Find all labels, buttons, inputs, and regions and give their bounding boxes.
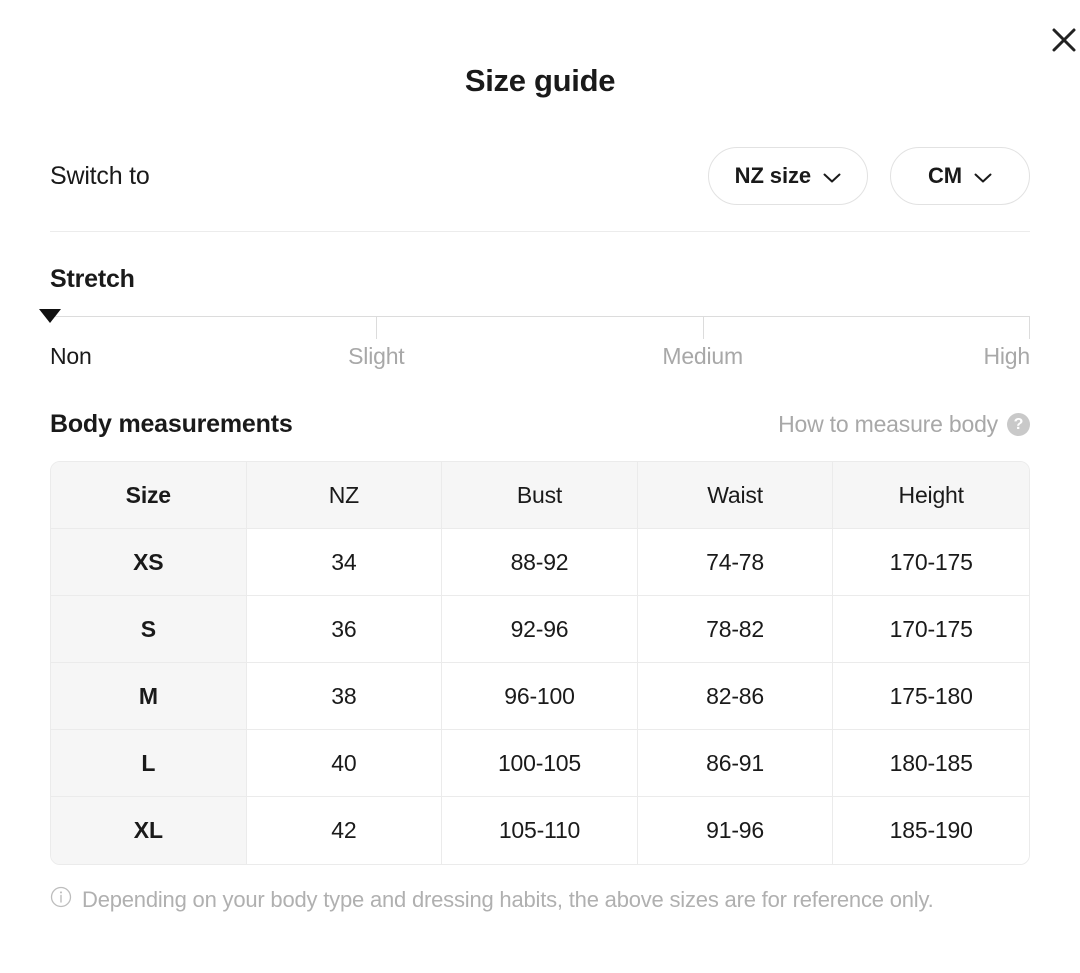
stretch-tick <box>376 317 378 339</box>
stretch-level-slight: Slight <box>348 343 405 369</box>
cell-nz: 34 <box>246 529 443 596</box>
stretch-scale[interactable]: Non Slight Medium High <box>39 309 1030 377</box>
cell-size: L <box>51 730 247 797</box>
size-table-wrapper: Size NZ Bust Waist Height XS 34 88-92 74… <box>50 461 1030 865</box>
cell-waist: 86-91 <box>637 730 834 797</box>
switch-to-label: Switch to <box>50 161 150 190</box>
stretch-labels: Non Slight Medium High <box>50 343 1030 377</box>
cell-waist: 74-78 <box>637 529 834 596</box>
disclaimer-note: Depending on your body type and dressing… <box>50 886 1030 913</box>
body-measurements-header: Body measurements How to measure body ? <box>50 410 1030 439</box>
cell-waist: 82-86 <box>637 663 834 730</box>
cell-size: XL <box>51 797 247 864</box>
cell-size: M <box>51 663 247 730</box>
stretch-title: Stretch <box>50 265 135 293</box>
cell-bust: 100-105 <box>442 730 638 797</box>
cell-height: 175-180 <box>833 663 1029 730</box>
size-system-dropdown[interactable]: NZ size <box>707 147 868 205</box>
column-header-height: Height <box>833 462 1029 529</box>
stretch-header: Stretch <box>50 265 1030 294</box>
stretch-track[interactable] <box>39 309 1030 339</box>
size-table: Size NZ Bust Waist Height XS 34 88-92 74… <box>50 461 1030 865</box>
chevron-down-icon <box>823 164 841 190</box>
divider <box>50 231 1030 232</box>
cell-waist: 78-82 <box>637 596 834 663</box>
cell-height: 180-185 <box>833 730 1029 797</box>
cell-bust: 96-100 <box>442 663 638 730</box>
cell-nz: 40 <box>246 730 443 797</box>
switch-row: Switch to NZ size CM <box>50 147 1030 205</box>
page-title: Size guide <box>464 63 616 98</box>
cell-height: 185-190 <box>833 797 1029 864</box>
help-question-icon[interactable]: ? <box>1007 413 1030 436</box>
table-header-row: Size NZ Bust Waist Height <box>51 462 1029 529</box>
cell-nz: 36 <box>246 596 443 663</box>
body-measurements-title: Body measurements <box>50 410 293 438</box>
stretch-tick <box>702 317 704 339</box>
cell-waist: 91-96 <box>637 797 834 864</box>
stretch-marker <box>39 309 61 323</box>
info-circle-icon <box>50 886 72 913</box>
column-header-nz: NZ <box>246 462 443 529</box>
cell-nz: 42 <box>246 797 443 864</box>
cell-bust: 92-96 <box>442 596 638 663</box>
column-header-waist: Waist <box>637 462 834 529</box>
cell-height: 170-175 <box>833 596 1029 663</box>
column-header-bust: Bust <box>442 462 638 529</box>
cell-size: XS <box>51 529 247 596</box>
unit-value: CM <box>927 163 962 188</box>
cell-height: 170-175 <box>833 529 1029 596</box>
cell-bust: 88-92 <box>442 529 638 596</box>
cell-bust: 105-110 <box>442 797 638 864</box>
table-row: XL 42 105-110 91-96 185-190 <box>51 797 1029 864</box>
table-row: XS 34 88-92 74-78 170-175 <box>51 529 1029 596</box>
cell-nz: 38 <box>246 663 443 730</box>
size-system-value: NZ size <box>734 163 811 188</box>
stretch-level-non: Non <box>50 343 92 369</box>
column-header-size: Size <box>51 462 247 529</box>
table-row: L 40 100-105 86-91 180-185 <box>51 730 1029 797</box>
chevron-down-icon <box>974 164 992 190</box>
table-row: S 36 92-96 78-82 170-175 <box>51 596 1029 663</box>
cell-size: S <box>51 596 247 663</box>
how-to-measure-label: How to measure body <box>778 411 998 437</box>
stretch-level-high: High <box>983 343 1030 369</box>
disclaimer-text: Depending on your body type and dressing… <box>82 886 934 912</box>
how-to-measure-link[interactable]: How to measure body ? <box>778 411 1030 438</box>
unit-dropdown[interactable]: CM <box>890 147 1030 205</box>
stretch-level-medium: Medium <box>662 343 743 369</box>
close-icon[interactable] <box>1042 18 1080 62</box>
switch-controls: NZ size CM <box>707 147 1030 205</box>
table-row: M 38 96-100 82-86 175-180 <box>51 663 1029 730</box>
stretch-tick <box>1029 317 1030 339</box>
